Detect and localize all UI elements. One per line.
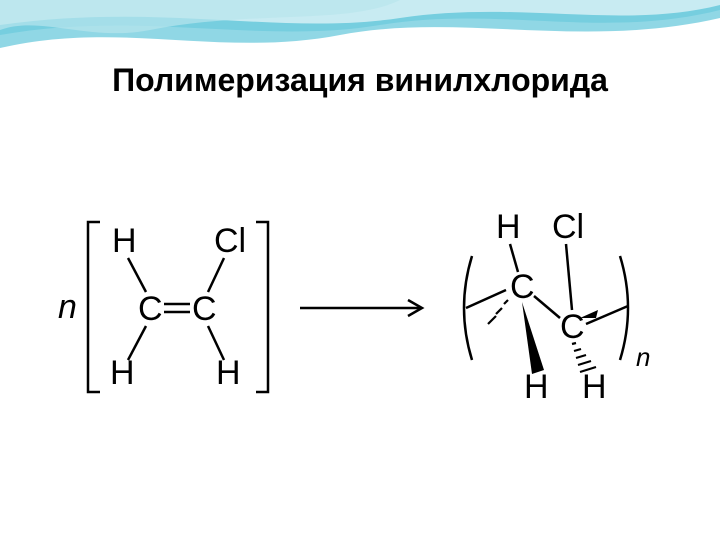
polymer-Cl-topright: Cl (552, 208, 584, 246)
polymer-H-bottomright: H (582, 368, 607, 406)
monomer-C-right: C (192, 290, 217, 328)
reaction-diagram: n H Cl C C H H H Cl C C H H (0, 160, 720, 460)
monomer-H-topleft: H (112, 222, 137, 260)
polymer-C-right: C (560, 308, 585, 346)
monomer-H-bottomright: H (216, 354, 241, 392)
monomer-right-bracket (256, 222, 268, 392)
monomer-H-bottomleft: H (110, 354, 135, 392)
polymer-group: H Cl C C H H (464, 208, 650, 406)
polymer-C-left: C (510, 268, 535, 306)
polymer-H-bottomleft: H (524, 368, 549, 406)
monomer-group: n H Cl C C H H (58, 222, 268, 392)
polymer-H-topleft: H (496, 208, 521, 246)
polymer-cc-bond (534, 296, 560, 318)
page-title: Полимеризация винилхлорида (0, 62, 720, 99)
bond-hbl-cl (128, 326, 146, 360)
polymer-n: n (636, 342, 650, 372)
polymer-hash-left (488, 300, 508, 324)
polymer-backbone-in (466, 290, 506, 308)
monomer-Cl-topright: Cl (214, 222, 246, 260)
polymer-bond-Cl-Cright (566, 244, 572, 310)
bond-cltr-cr (208, 258, 224, 292)
polymer-wedge-left (522, 302, 544, 374)
monomer-n: n (58, 288, 77, 326)
bond-htl-cl (128, 258, 146, 292)
monomer-C-left: C (138, 290, 163, 328)
monomer-left-bracket (88, 222, 100, 392)
reaction-arrow (300, 300, 422, 316)
